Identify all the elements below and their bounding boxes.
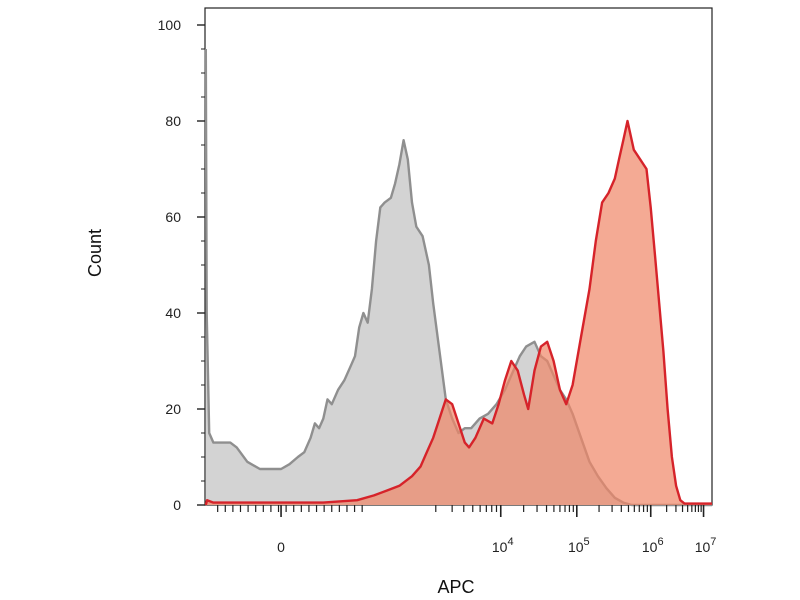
x-tick-label: 107 (695, 536, 717, 555)
x-tick-label: 0 (277, 539, 285, 555)
y-tick-label: 40 (165, 305, 181, 321)
x-axis-title: APC (437, 577, 474, 597)
x-tick-label: 105 (568, 536, 590, 555)
y-tick-label: 20 (165, 401, 181, 417)
y-axis: 0 20 40 60 80 100 (158, 17, 205, 513)
x-tick-label: 104 (492, 536, 514, 555)
y-axis-title: Count (85, 229, 105, 277)
y-tick-label: 100 (158, 17, 182, 33)
x-tick-label: 106 (642, 536, 664, 555)
series-area-2 (205, 121, 713, 505)
series-line-2 (204, 119, 712, 506)
x-axis: 0 104 105 106 107 (217, 505, 717, 555)
y-tick-label: 60 (165, 209, 181, 225)
y-tick-label: 80 (165, 113, 181, 129)
y-tick-label: 0 (173, 497, 181, 513)
series-layer (204, 48, 713, 507)
